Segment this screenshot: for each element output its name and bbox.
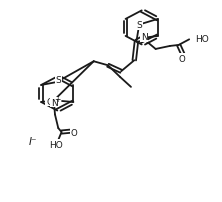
Text: Cl: Cl: [46, 97, 55, 106]
Text: +: +: [55, 94, 61, 103]
Text: S: S: [136, 21, 142, 30]
Text: N: N: [141, 33, 148, 42]
Text: S: S: [56, 76, 61, 85]
Text: O: O: [71, 128, 78, 137]
Text: HO: HO: [50, 140, 63, 149]
Text: HO: HO: [195, 35, 209, 44]
Text: I⁻: I⁻: [29, 136, 38, 146]
Text: O: O: [178, 54, 185, 63]
Text: N: N: [51, 98, 58, 107]
